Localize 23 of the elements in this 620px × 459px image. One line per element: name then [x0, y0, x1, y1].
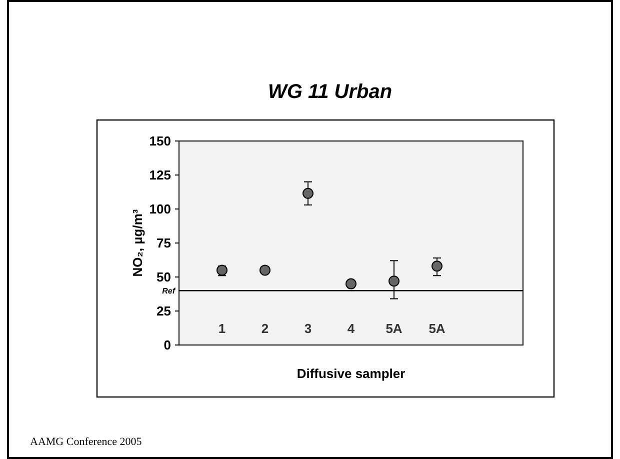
chart-title: WG 11 Urban — [268, 81, 392, 103]
point — [388, 276, 400, 287]
x-tick-label: 3 — [304, 321, 312, 336]
y-axis-title: NO₂, µg/m³ — [130, 208, 145, 277]
x-tick-label: 4 — [347, 321, 356, 336]
y-tick-label: 0 — [164, 338, 171, 353]
ref-line-label: Ref — [162, 286, 176, 296]
point — [346, 278, 356, 290]
x-tick-label: 2 — [261, 321, 269, 336]
x-tick-label: 5A — [428, 321, 446, 336]
y-tick-label: 150 — [149, 134, 171, 149]
y-tick-label: 75 — [156, 236, 171, 251]
y-tick-label: 125 — [149, 168, 171, 183]
x-axis-title: Diffusive sampler — [296, 366, 406, 381]
point — [432, 260, 442, 272]
x-tick-label: 5A — [386, 321, 403, 336]
y-tick-label: 25 — [156, 304, 171, 319]
x-tick-label: 1 — [218, 321, 226, 336]
y-tick-label: 100 — [149, 202, 171, 217]
text: AAMG Conference 2005 — [30, 436, 142, 448]
point — [302, 188, 314, 199]
y-tick-label: 50 — [156, 270, 171, 285]
point — [260, 264, 270, 276]
